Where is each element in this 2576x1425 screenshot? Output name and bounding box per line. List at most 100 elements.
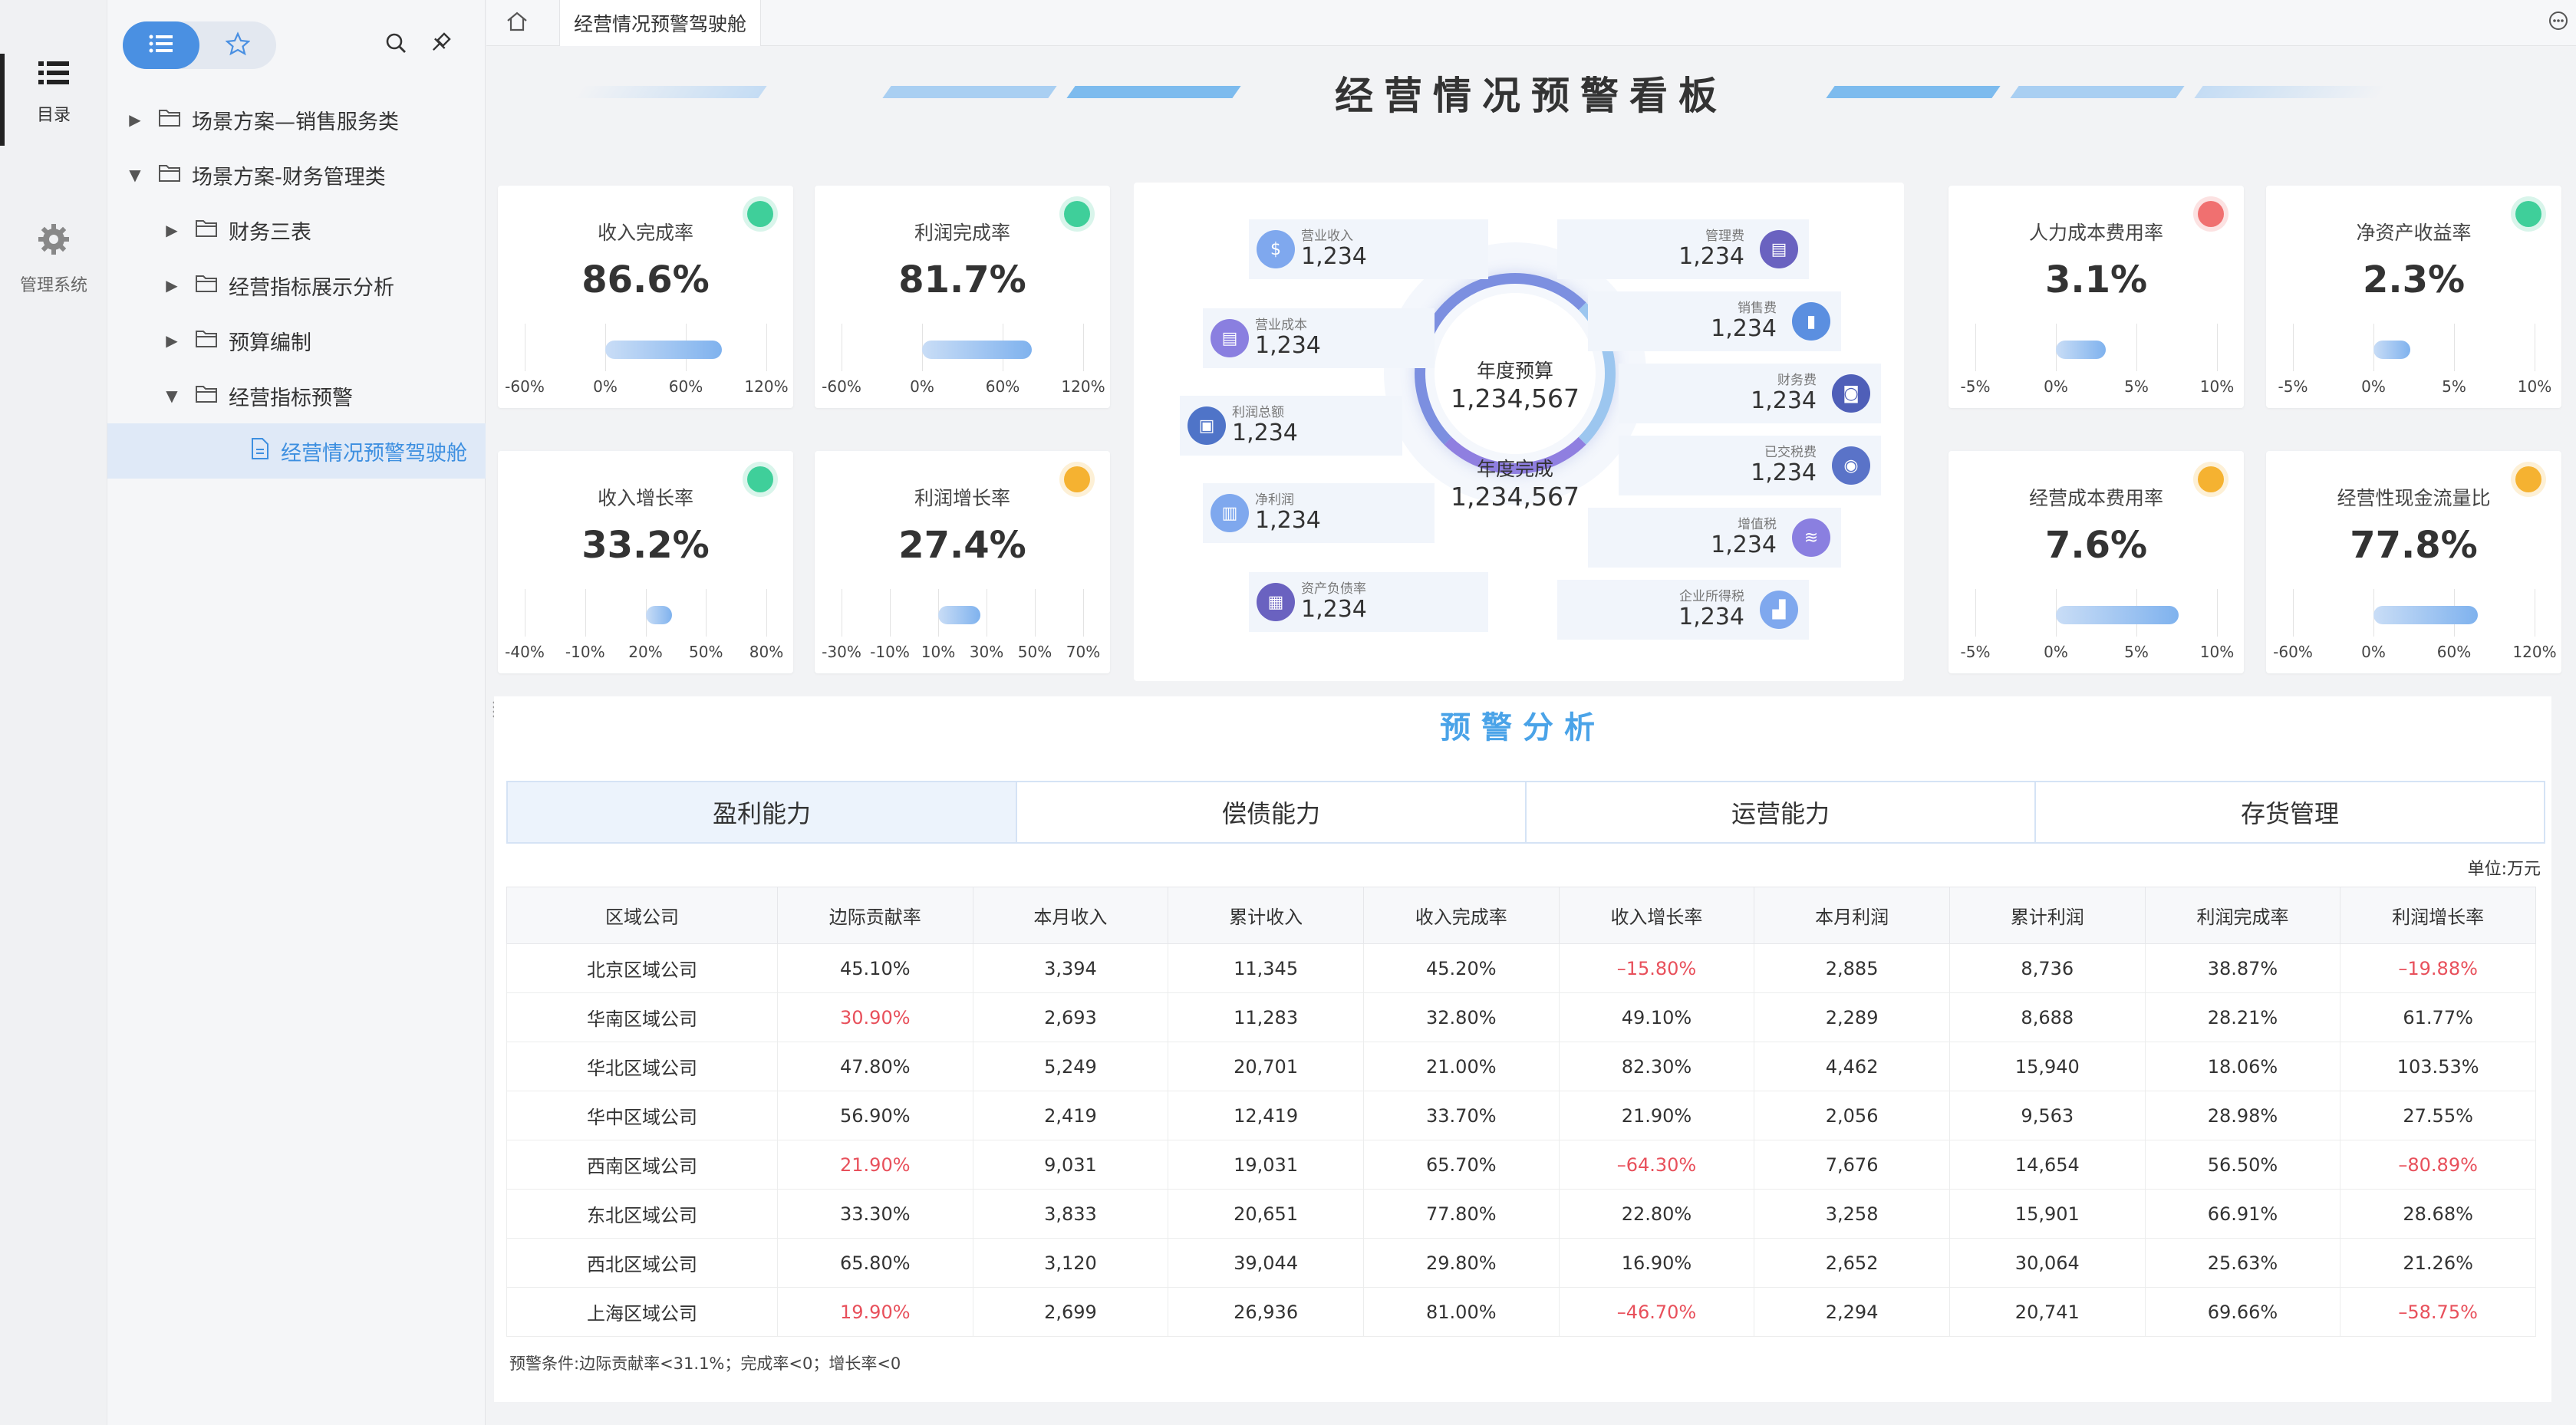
table-row[interactable]: 华中区域公司 56.90% 2,419 12,419 33.70% 21.90% 2,056…: [506, 1091, 2536, 1140]
table-cell: 103.53%: [2340, 1042, 2536, 1091]
status-dot: [1064, 201, 1090, 227]
search-button[interactable]: [382, 31, 410, 58]
caret-right-icon[interactable]: ▶: [129, 110, 141, 129]
tab-profitability[interactable]: 盈利能力: [508, 782, 1017, 842]
view-switch: [123, 21, 276, 69]
caret-right-icon[interactable]: ▶: [166, 221, 178, 239]
tree-node[interactable]: ▼ 场景方案-财务管理类: [107, 147, 486, 202]
warning-analysis-panel: 预警分析 盈利能力 偿债能力 运营能力 存货管理 单位:万元 区域公司 边际贡献率…: [494, 696, 2551, 1402]
favorites-toggle[interactable]: [199, 21, 276, 69]
rail-item-admin[interactable]: 管理系统: [0, 222, 107, 296]
budget-value: 1,234,567: [1451, 383, 1580, 413]
table-cell: 9,563: [1948, 1091, 2146, 1140]
gauge-tick-label: -5%: [2278, 377, 2308, 396]
table-cell: 11,283: [1168, 992, 1364, 1042]
gauge-tick-label: 0%: [910, 377, 934, 396]
tree-node[interactable]: ▶ 预算编制: [107, 313, 486, 368]
table-row[interactable]: 西北区域公司 65.80% 3,120 39,044 29.80% 16.90% 2,652…: [506, 1238, 2536, 1288]
gauge-tick-label: -5%: [1960, 643, 1991, 661]
gauge-tick: [890, 589, 891, 637]
tree-node[interactable]: ▼ 经营指标预警: [107, 368, 486, 423]
table-row[interactable]: 华南区域公司 30.90% 2,693 11,283 32.80% 49.10% 2,289…: [506, 992, 2536, 1042]
ledger-icon: ▦: [1257, 583, 1295, 621]
tree-node[interactable]: ▶ 经营指标展示分析: [107, 258, 486, 313]
kpi-card[interactable]: 经营成本费用率 7.6% -5% 0% 5% 10%: [1948, 451, 2244, 673]
metric-pill[interactable]: 财务费 1,234 ◙: [1619, 364, 1881, 423]
kpi-card[interactable]: 利润增长率 27.4% -30% -10% 10% 30% 50% 70%: [815, 451, 1110, 673]
caret-right-icon[interactable]: ▶: [166, 331, 178, 350]
tab-solvency[interactable]: 偿债能力: [1017, 782, 1527, 842]
metric-pill[interactable]: ▦ 资产负债率 1,234: [1249, 572, 1488, 632]
tab-operations[interactable]: 运营能力: [1527, 782, 2036, 842]
kpi-card[interactable]: 收入完成率 86.6% -60% 0% 60% 120%: [498, 186, 793, 408]
table-row[interactable]: 上海区域公司 19.90% 2,699 26,936 81.00% –46.70% 2,29…: [506, 1287, 2536, 1337]
table-row[interactable]: 华北区域公司 47.80% 5,249 20,701 21.00% 82.30% 4,462…: [506, 1042, 2536, 1091]
tree-node-label: 经营指标预警: [229, 386, 353, 410]
caret-right-icon[interactable]: ▶: [166, 276, 178, 295]
metric-label: 营业成本: [1255, 318, 1307, 333]
tree-node-selected[interactable]: 经营情况预警驾驶舱: [107, 423, 486, 479]
metric-pill[interactable]: ▥ 净利润 1,234: [1203, 483, 1435, 543]
metric-pill[interactable]: 已交税费 1,234 ◉: [1619, 436, 1881, 495]
table-cell: 22.80%: [1558, 1189, 1755, 1239]
gauge-tick-label: -60%: [822, 377, 861, 396]
kpi-card[interactable]: 收入增长率 33.2% -40% -10% 20% 50% 80%: [498, 451, 793, 673]
table-cell: 9,031: [972, 1140, 1169, 1190]
gauge-tick: [766, 324, 767, 371]
tree-node[interactable]: ▶ 财务三表: [107, 202, 486, 258]
kpi-card[interactable]: 人力成本费用率 3.1% -5% 0% 5% 10%: [1948, 186, 2244, 408]
caret-down-icon[interactable]: ▼: [129, 166, 141, 184]
metric-label: 增值税: [1738, 517, 1777, 532]
table-cell: –58.75%: [2340, 1287, 2536, 1337]
kpi-card[interactable]: 利润完成率 81.7% -60% 0% 60% 120%: [815, 186, 1110, 408]
kpi-card[interactable]: 净资产收益率 2.3% -5% 0% 5% 10%: [2266, 186, 2561, 408]
folder-icon: [195, 383, 218, 409]
kpi-value: 77.8%: [2350, 524, 2478, 567]
gauge-tick: [2454, 324, 2455, 371]
growth-chart-icon: ▟: [1760, 591, 1798, 629]
metric-pill[interactable]: 企业所得税 1,234 ▟: [1557, 580, 1809, 640]
tab-inventory[interactable]: 存货管理: [2036, 782, 2544, 842]
more-button[interactable]: [2547, 11, 2570, 34]
table-cell: 20,701: [1168, 1042, 1364, 1091]
table-row[interactable]: 北京区域公司 45.10% 3,394 11,345 45.20% –15.80% 2,88…: [506, 943, 2536, 993]
table-cell: 2,294: [1754, 1287, 1950, 1337]
table-cell: 25.63%: [2144, 1238, 2341, 1288]
pin-icon: [429, 31, 452, 58]
kpi-gauge: -30% -10% 10% 30% 50% 70%: [822, 589, 1100, 661]
table-row[interactable]: 东北区域公司 33.30% 3,833 20,651 77.80% 22.80% 3,258…: [506, 1189, 2536, 1239]
table-cell: 3,258: [1754, 1189, 1950, 1239]
table-cell: 33.70%: [1362, 1091, 1560, 1140]
coins-stack-icon: ≋: [1792, 518, 1830, 557]
table-cell: 38.87%: [2144, 943, 2341, 993]
caret-down-icon[interactable]: ▼: [166, 387, 178, 405]
gauge-tick: [706, 589, 707, 637]
table-row[interactable]: 西南区域公司 21.90% 9,031 19,031 65.70% –64.30% 7,67…: [506, 1140, 2536, 1190]
table-cell: 15,901: [1948, 1189, 2146, 1239]
list-view-toggle[interactable]: [123, 21, 199, 69]
tab-dashboard[interactable]: 经营情况预警驾驶舱: [559, 0, 761, 46]
metric-pill[interactable]: $ 营业收入 1,234: [1249, 219, 1488, 279]
tree-node-label: 经营情况预警驾驶舱: [281, 441, 467, 466]
ring-center: [1435, 293, 1596, 454]
tree-node[interactable]: ▶ 场景方案—销售服务类: [107, 92, 486, 147]
kpi-card[interactable]: 经营性现金流量比 77.8% -60% 0% 60% 120%: [2266, 451, 2561, 673]
gauge-tick: [2217, 324, 2218, 371]
folder-icon: [195, 218, 218, 243]
gauge-bar: [2056, 606, 2179, 624]
metric-label: 营业收入: [1301, 229, 1353, 244]
gauge-bar: [2373, 606, 2479, 624]
metric-pill[interactable]: ▣ 利润总额 1,234: [1180, 396, 1402, 456]
metric-pill[interactable]: 增值税 1,234 ≋: [1588, 508, 1841, 568]
metric-label: 财务费: [1777, 373, 1817, 388]
table-cell: 5,249: [972, 1042, 1169, 1091]
metric-pill[interactable]: ▤ 营业成本 1,234: [1203, 308, 1435, 368]
metric-pill[interactable]: 管理费 1,234 ▤: [1557, 219, 1809, 279]
table-cell: 69.66%: [2144, 1287, 2341, 1337]
status-dot: [747, 466, 773, 492]
pin-button[interactable]: [427, 31, 454, 58]
folder-icon: [158, 107, 181, 133]
home-tab[interactable]: [502, 9, 532, 37]
rail-item-catalog[interactable]: 目录: [0, 60, 107, 126]
metric-pill[interactable]: 销售费 1,234 ▮: [1588, 291, 1841, 351]
